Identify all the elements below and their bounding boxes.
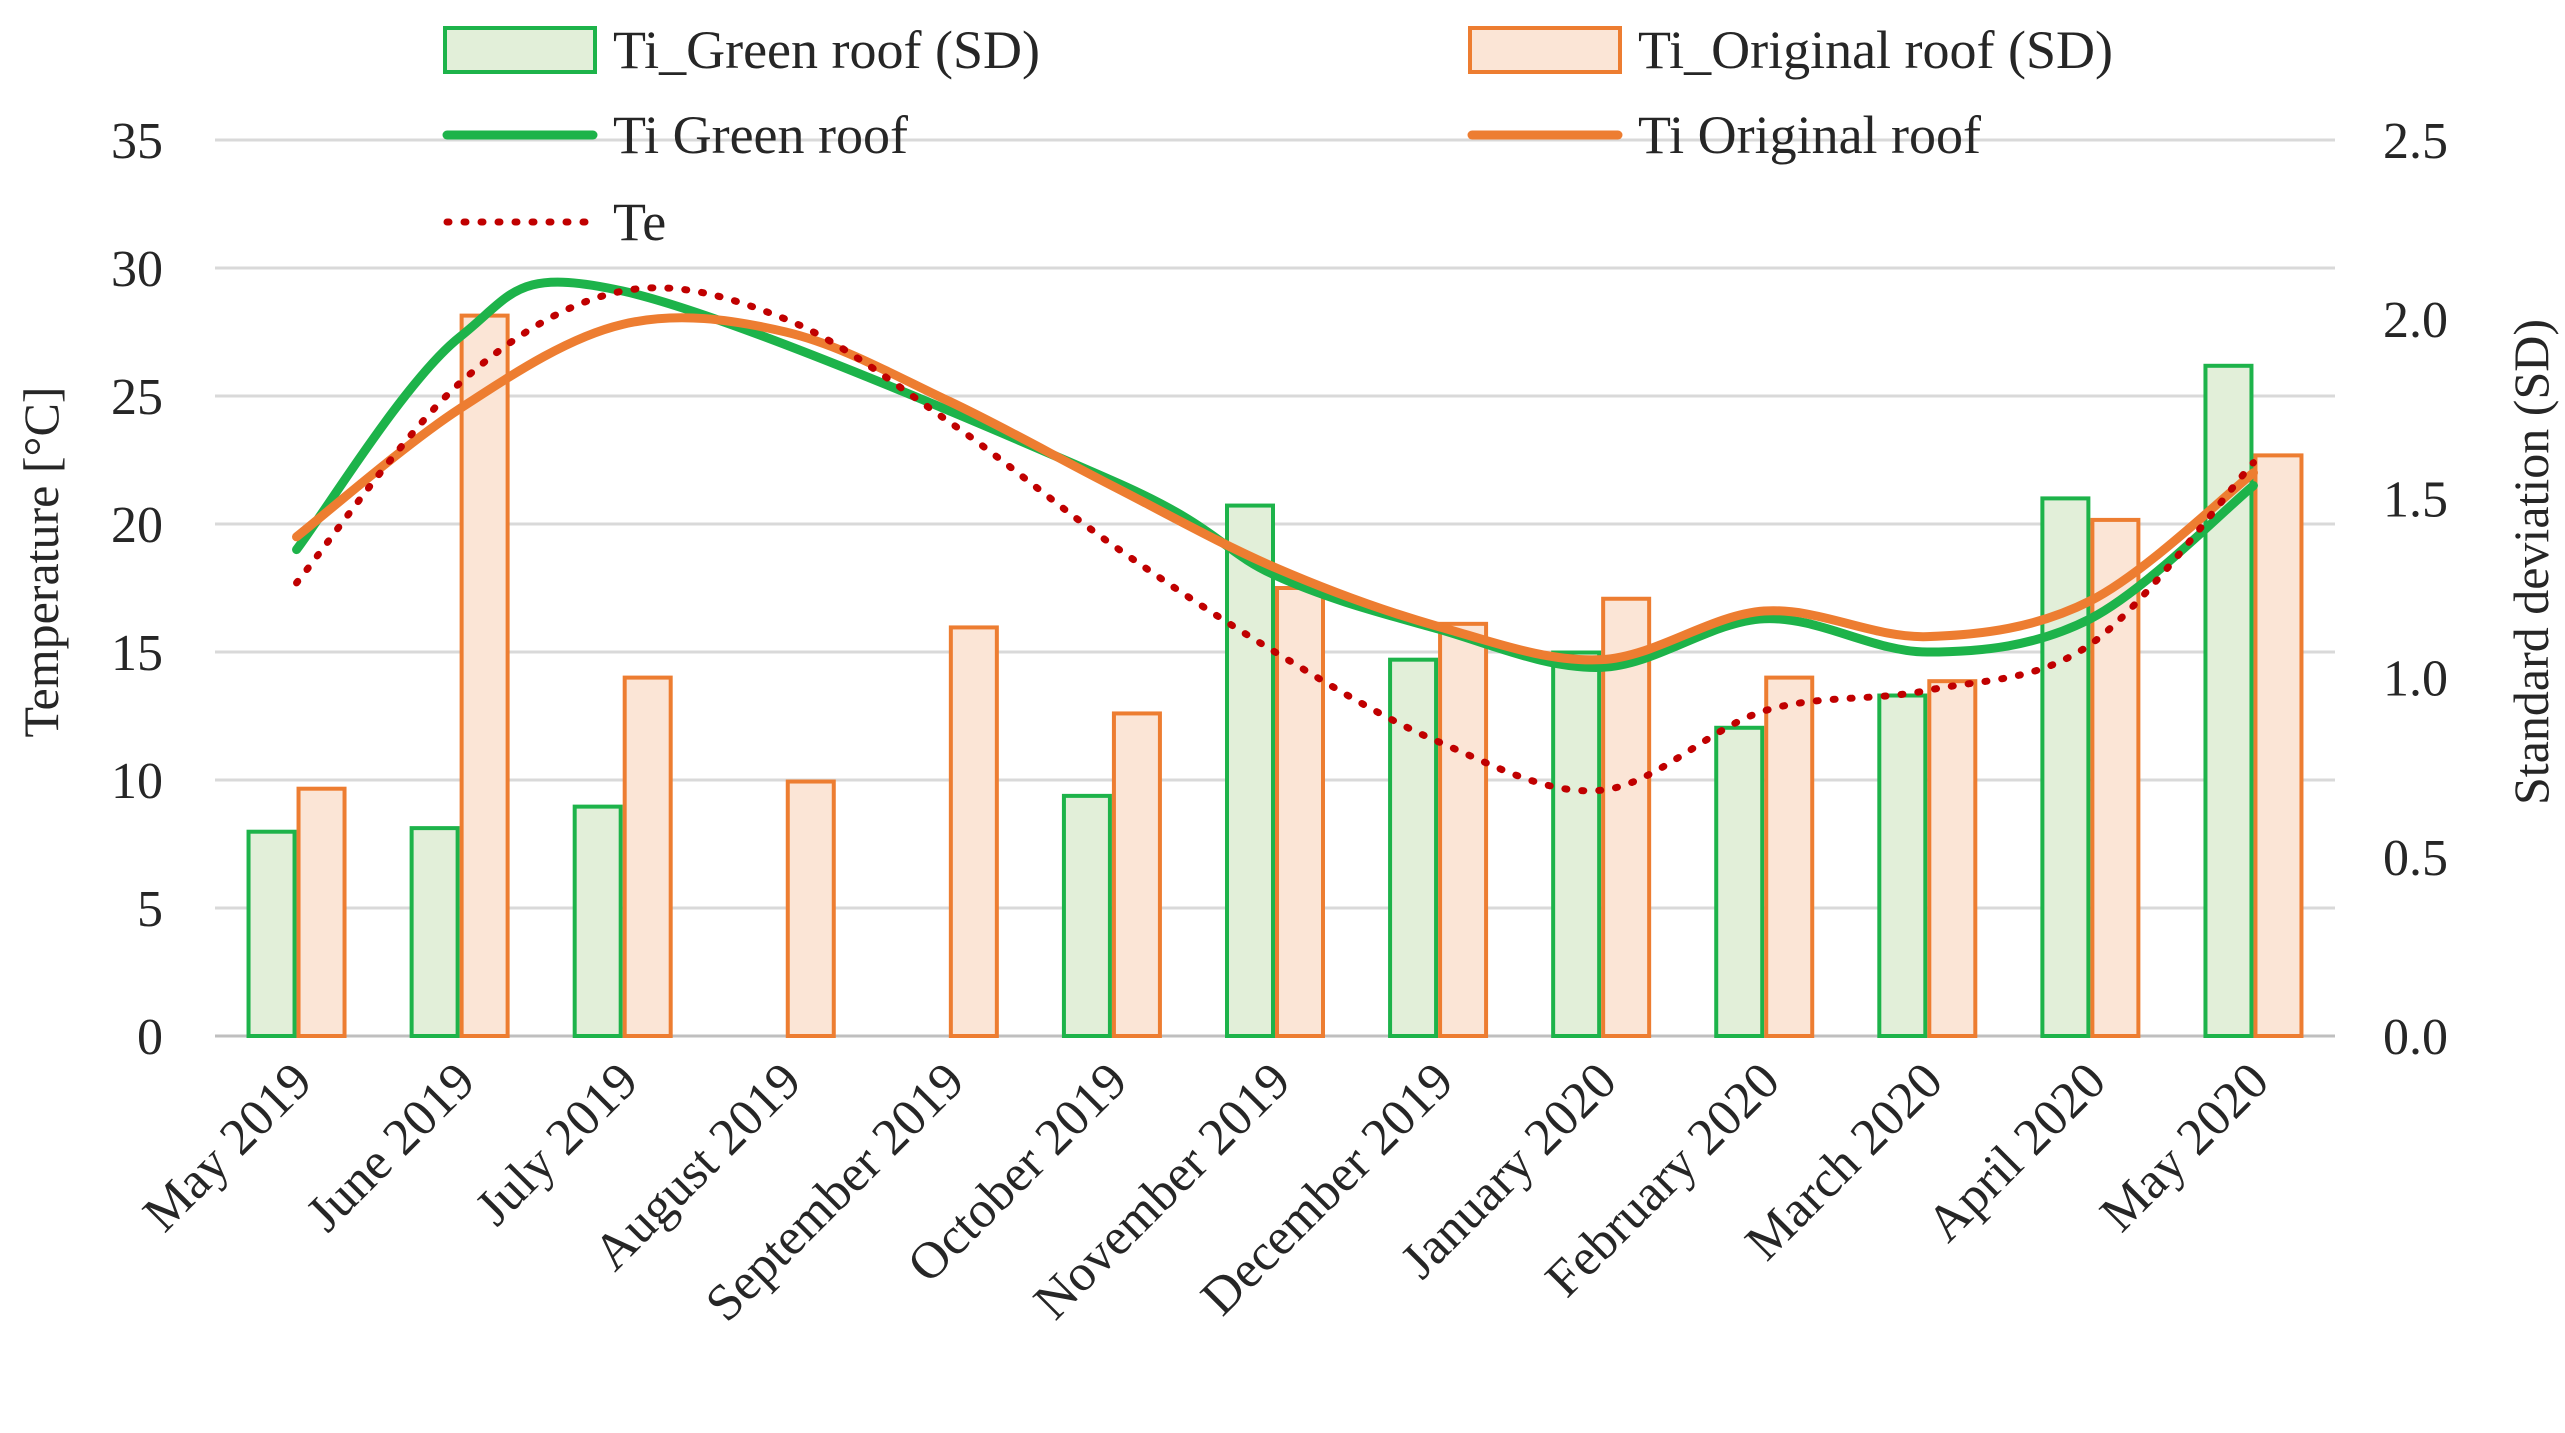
y-axis-title: Temperature [°C] (13, 386, 69, 737)
legend-item: Te (443, 192, 666, 252)
bar-green-roof-sd (409, 826, 460, 1038)
bar-green-roof-sd (572, 804, 623, 1039)
bar-original-roof-sd (1111, 711, 1162, 1038)
legend-item: Ti_Green roof (SD) (443, 20, 1040, 80)
legend-item: Ti Green roof (442, 105, 908, 165)
y2-tick-label: 1.0 (2383, 651, 2448, 708)
bar-series-group (246, 313, 2304, 1039)
legend-swatch (443, 26, 597, 74)
y-tick-label: 30 (111, 241, 163, 298)
bar-original-roof-sd (948, 625, 999, 1038)
bar-original-roof-sd (1438, 621, 1489, 1039)
x-tick-label: May 2019 (133, 1052, 323, 1242)
bar-green-roof-sd (246, 829, 297, 1038)
y-tick-label: 10 (111, 753, 163, 810)
bar-original-roof-sd (1601, 596, 1652, 1038)
y2-axis-title: Standard deviation (SD) (2503, 319, 2559, 805)
bar-original-roof-sd (1927, 679, 1978, 1039)
y2-tick-label: 2.0 (2383, 292, 2448, 349)
bar-original-roof-sd (2253, 453, 2304, 1038)
x-tick-label: May 2020 (2090, 1052, 2280, 1242)
x-tick-label: June 2019 (296, 1052, 486, 1242)
legend-label: Ti Green roof (613, 105, 908, 165)
line-series-group (292, 277, 2258, 795)
legend: Ti_Green roof (SD) Ti_Original roof (SD) T… (442, 20, 2113, 252)
y2-tick-label: 0.5 (2383, 830, 2448, 887)
y2-tick-label: 0.0 (2383, 1009, 2448, 1066)
y-axis-right: 0.0 0.5 1.0 1.5 2.0 2.5 (2383, 113, 2448, 1066)
bar-green-roof-sd (1061, 793, 1112, 1039)
legend-label: Ti Original roof (1638, 105, 1981, 165)
bar-original-roof-sd (459, 313, 510, 1038)
legend-label: Ti_Original roof (SD) (1638, 20, 2113, 80)
y2-tick-label: 1.5 (2383, 471, 2448, 528)
bar-green-roof-sd (2040, 496, 2091, 1038)
legend-label: Te (613, 192, 666, 252)
bar-green-roof-sd (1225, 503, 1275, 1038)
legend-label: Ti_Green roof (SD) (613, 20, 1040, 80)
y-tick-label: 0 (137, 1009, 163, 1066)
y-axis-left: 0 5 10 15 20 25 30 35 (111, 113, 163, 1066)
bar-original-roof-sd (296, 786, 347, 1038)
bar-original-roof-sd (1764, 675, 1815, 1038)
bar-original-roof-sd (622, 675, 673, 1038)
y-tick-label: 5 (137, 881, 163, 938)
bar-green-roof-sd (1714, 725, 1765, 1038)
line-original-roof (292, 313, 2258, 665)
y2-tick-label: 2.5 (2383, 113, 2448, 170)
bar-green-roof-sd (1388, 657, 1439, 1038)
x-tick-label: April 2020 (1916, 1052, 2117, 1253)
bar-original-roof-sd (1275, 586, 1325, 1038)
bar-green-roof-sd (2203, 363, 2254, 1038)
bar-original-roof-sd (785, 779, 836, 1039)
legend-item: Ti Original roof (1467, 105, 1981, 165)
bar-green-roof-sd (1551, 650, 1602, 1039)
legend-item: Ti_Original roof (SD) (1468, 20, 2113, 80)
legend-swatch (1468, 26, 1622, 74)
bar-green-roof-sd (1877, 693, 1928, 1039)
y-tick-label: 20 (111, 497, 163, 554)
y-tick-label: 25 (111, 369, 163, 426)
y-tick-label: 15 (111, 625, 163, 682)
y-tick-label: 35 (111, 113, 163, 170)
